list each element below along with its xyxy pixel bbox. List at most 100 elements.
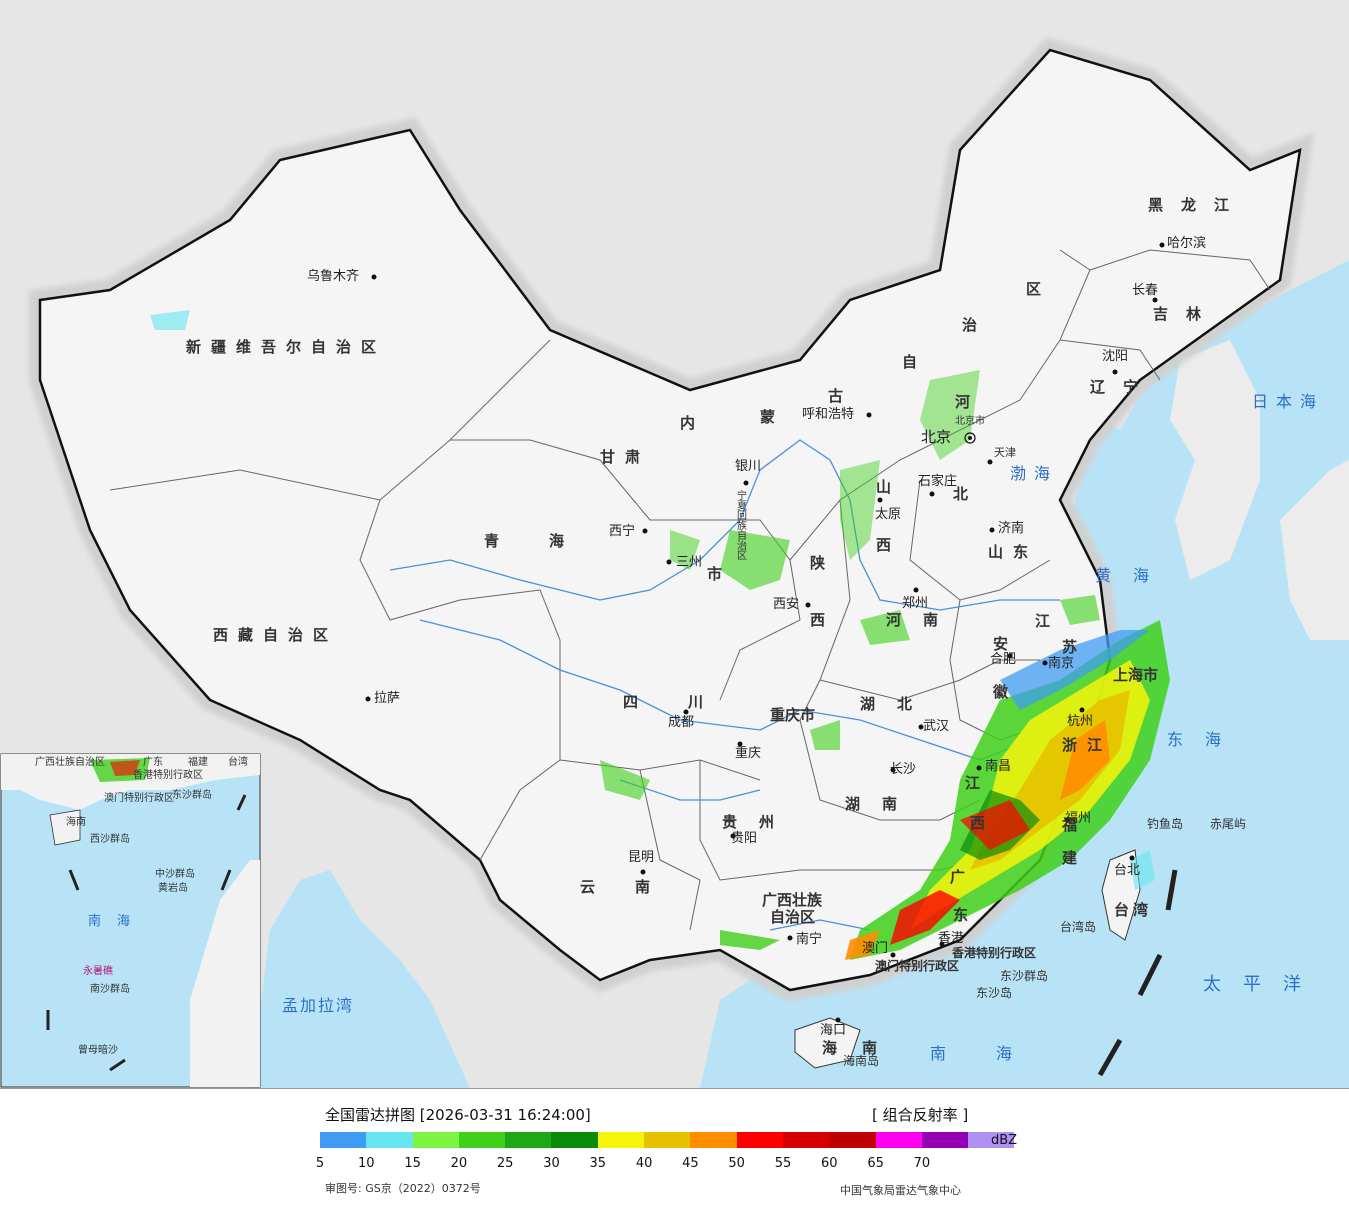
- province-guangxi-2: 自治区: [770, 908, 816, 926]
- land-taiwan: [1101, 849, 1141, 941]
- province-henan: 河: [886, 611, 926, 629]
- land-korea: [1170, 340, 1260, 580]
- sea-taipingyang: 太平洋: [1203, 974, 1323, 995]
- sea-ribenhai: 日本海: [1252, 392, 1325, 411]
- province-guangdong-guang: 广: [950, 868, 976, 886]
- color-swatch: [505, 1132, 552, 1148]
- province-xinjiang: 新疆维吾尔自治区: [186, 338, 387, 356]
- province-fujian-jian: 建: [1062, 849, 1088, 867]
- land-hainan: [794, 1017, 861, 1069]
- city-haikou: 海口: [820, 1023, 847, 1038]
- province-aomen: 澳门特别行政区: [875, 959, 960, 973]
- province-heilongjiang: 黑龙江: [1148, 196, 1248, 214]
- inset-dashes: [46, 794, 247, 1072]
- color-swatch: [320, 1132, 367, 1148]
- province-jiangsu-su: 苏: [1062, 638, 1088, 656]
- legend-panel: 全国雷达拼图 [2026-03-31 16:24:00] [ 组合反射率 ] d…: [0, 1089, 1349, 1208]
- province-hubei: 湖北: [860, 695, 935, 713]
- inset-land: [1, 754, 260, 810]
- color-bar-tick: 55: [774, 1156, 792, 1171]
- legend-product: [ 组合反射率 ]: [872, 1106, 969, 1124]
- city-kunming: 昆明: [628, 850, 655, 865]
- province-guangdong-dong: 东: [953, 906, 979, 924]
- province-jiangsu-jiang: 江: [1035, 612, 1061, 630]
- city-markers: [365, 242, 1165, 1023]
- color-swatch: [690, 1132, 737, 1148]
- province-xizang: 西藏自治区: [213, 626, 339, 644]
- city-taibei: 台北: [1114, 863, 1141, 878]
- province-jiangxi-xi: 西: [970, 814, 996, 832]
- province-guizhou: 贵州: [722, 813, 797, 831]
- legend-unit: dBZ: [991, 1133, 1018, 1148]
- province-liaoning: 辽宁: [1090, 378, 1157, 396]
- province-shaanxi-xi: 西: [810, 611, 836, 629]
- inset-radar: [90, 758, 150, 782]
- province-boundaries: [109, 249, 1271, 931]
- color-bar-tick: 25: [496, 1156, 514, 1171]
- color-swatch: [829, 1132, 876, 1148]
- radar-echoes: [150, 310, 1170, 960]
- city-yinchuan: 银川: [735, 459, 762, 474]
- city-jinan: 济南: [998, 521, 1025, 536]
- province-neimenggu-nei: 内: [680, 414, 706, 432]
- island-chiwei: 赤尾屿: [1210, 817, 1247, 831]
- city-xianggang: 香港: [938, 931, 965, 946]
- city-lasa: 拉萨: [374, 691, 401, 706]
- color-bar-tick: 15: [404, 1156, 421, 1171]
- province-hebei-he: 河: [955, 393, 981, 411]
- sea-area: [700, 260, 1349, 1088]
- color-swatch: [597, 1132, 645, 1148]
- city-taiyuan: 太原: [875, 507, 902, 522]
- color-bar-tick: 30: [543, 1156, 560, 1171]
- province-taiwan: 台湾: [1114, 901, 1153, 919]
- color-bar-tick: 10: [358, 1156, 375, 1171]
- color-bar-tick: 40: [635, 1156, 653, 1171]
- city-urumqi: 乌鲁木齐: [307, 269, 360, 284]
- city-changsha: 长沙: [890, 762, 917, 777]
- inset-xisha: 西沙群岛: [90, 834, 130, 845]
- inset-nanhai: 南海: [88, 914, 147, 929]
- inset-zhongsha: 中沙群岛: [155, 869, 195, 880]
- city-fuzhou: 福州: [1065, 811, 1092, 826]
- province-chongqing: 重庆市: [770, 706, 816, 724]
- province-shaanxi-shan: 陕: [810, 554, 836, 572]
- province-shanxi-shan: 山: [876, 478, 902, 496]
- inset-aomen: 澳门特别行政区: [104, 793, 174, 804]
- province-tianjin: 天津: [994, 446, 1016, 459]
- data-source: 中国气象局雷达气象中心: [840, 1184, 961, 1197]
- island-taiwandao: 台湾岛: [1060, 920, 1097, 934]
- province-hainan-nan: 南: [862, 1039, 888, 1057]
- color-bar-tick: 20: [450, 1156, 468, 1171]
- province-anhui-hui: 徽: [993, 683, 1019, 701]
- province-ningxia: 宁夏回族自治区: [737, 491, 747, 562]
- city-hefei: 合肥: [990, 652, 1017, 667]
- province-hunan: 湖南: [845, 795, 920, 813]
- map-canvas: [0, 37, 1349, 1088]
- inset-xianggang: 香港特别行政区: [133, 770, 203, 781]
- inset-nansha: 南沙群岛: [90, 984, 130, 995]
- province-yunnan: 云南: [580, 878, 691, 896]
- inset-fujian: 福建: [188, 757, 208, 768]
- color-swatch: [968, 1132, 1015, 1148]
- legend-title: 全国雷达拼图 [2026-03-31 16:24:00]: [325, 1106, 591, 1124]
- province-hebei-bei: 北: [953, 485, 979, 503]
- province-neimenggu-zhi: 治: [962, 316, 988, 334]
- city-zhengzhou: 郑州: [902, 596, 929, 611]
- province-jilin: 吉林: [1153, 305, 1220, 323]
- city-beijing: 北京: [921, 428, 952, 446]
- sea-mengjialawan: 孟加拉湾: [282, 996, 355, 1015]
- color-swatch: [736, 1132, 783, 1148]
- province-jiangxi-jiang: 江: [965, 774, 991, 792]
- sea-bohai: 渤海: [1010, 464, 1059, 483]
- color-bar-tick: 65: [867, 1156, 884, 1171]
- province-neimenggu-gu: 古: [828, 387, 854, 405]
- radar-map[interactable]: 新疆维吾尔自治区 西藏自治区 青海 甘肃 内 蒙 古 自 治 区 黑龙江 吉林 …: [0, 0, 1349, 1089]
- color-swatch: [782, 1132, 830, 1148]
- inset-taiwan: 台湾: [228, 757, 248, 768]
- color-bar-tick: 50: [728, 1156, 745, 1171]
- province-neimenggu-meng: 蒙: [760, 408, 786, 426]
- province-neimenggu-qu: 区: [1026, 280, 1052, 298]
- city-xian: 西安: [773, 597, 800, 612]
- province-shanghai: 上海市: [1113, 666, 1159, 684]
- inset-guangdong: 广东: [143, 757, 163, 768]
